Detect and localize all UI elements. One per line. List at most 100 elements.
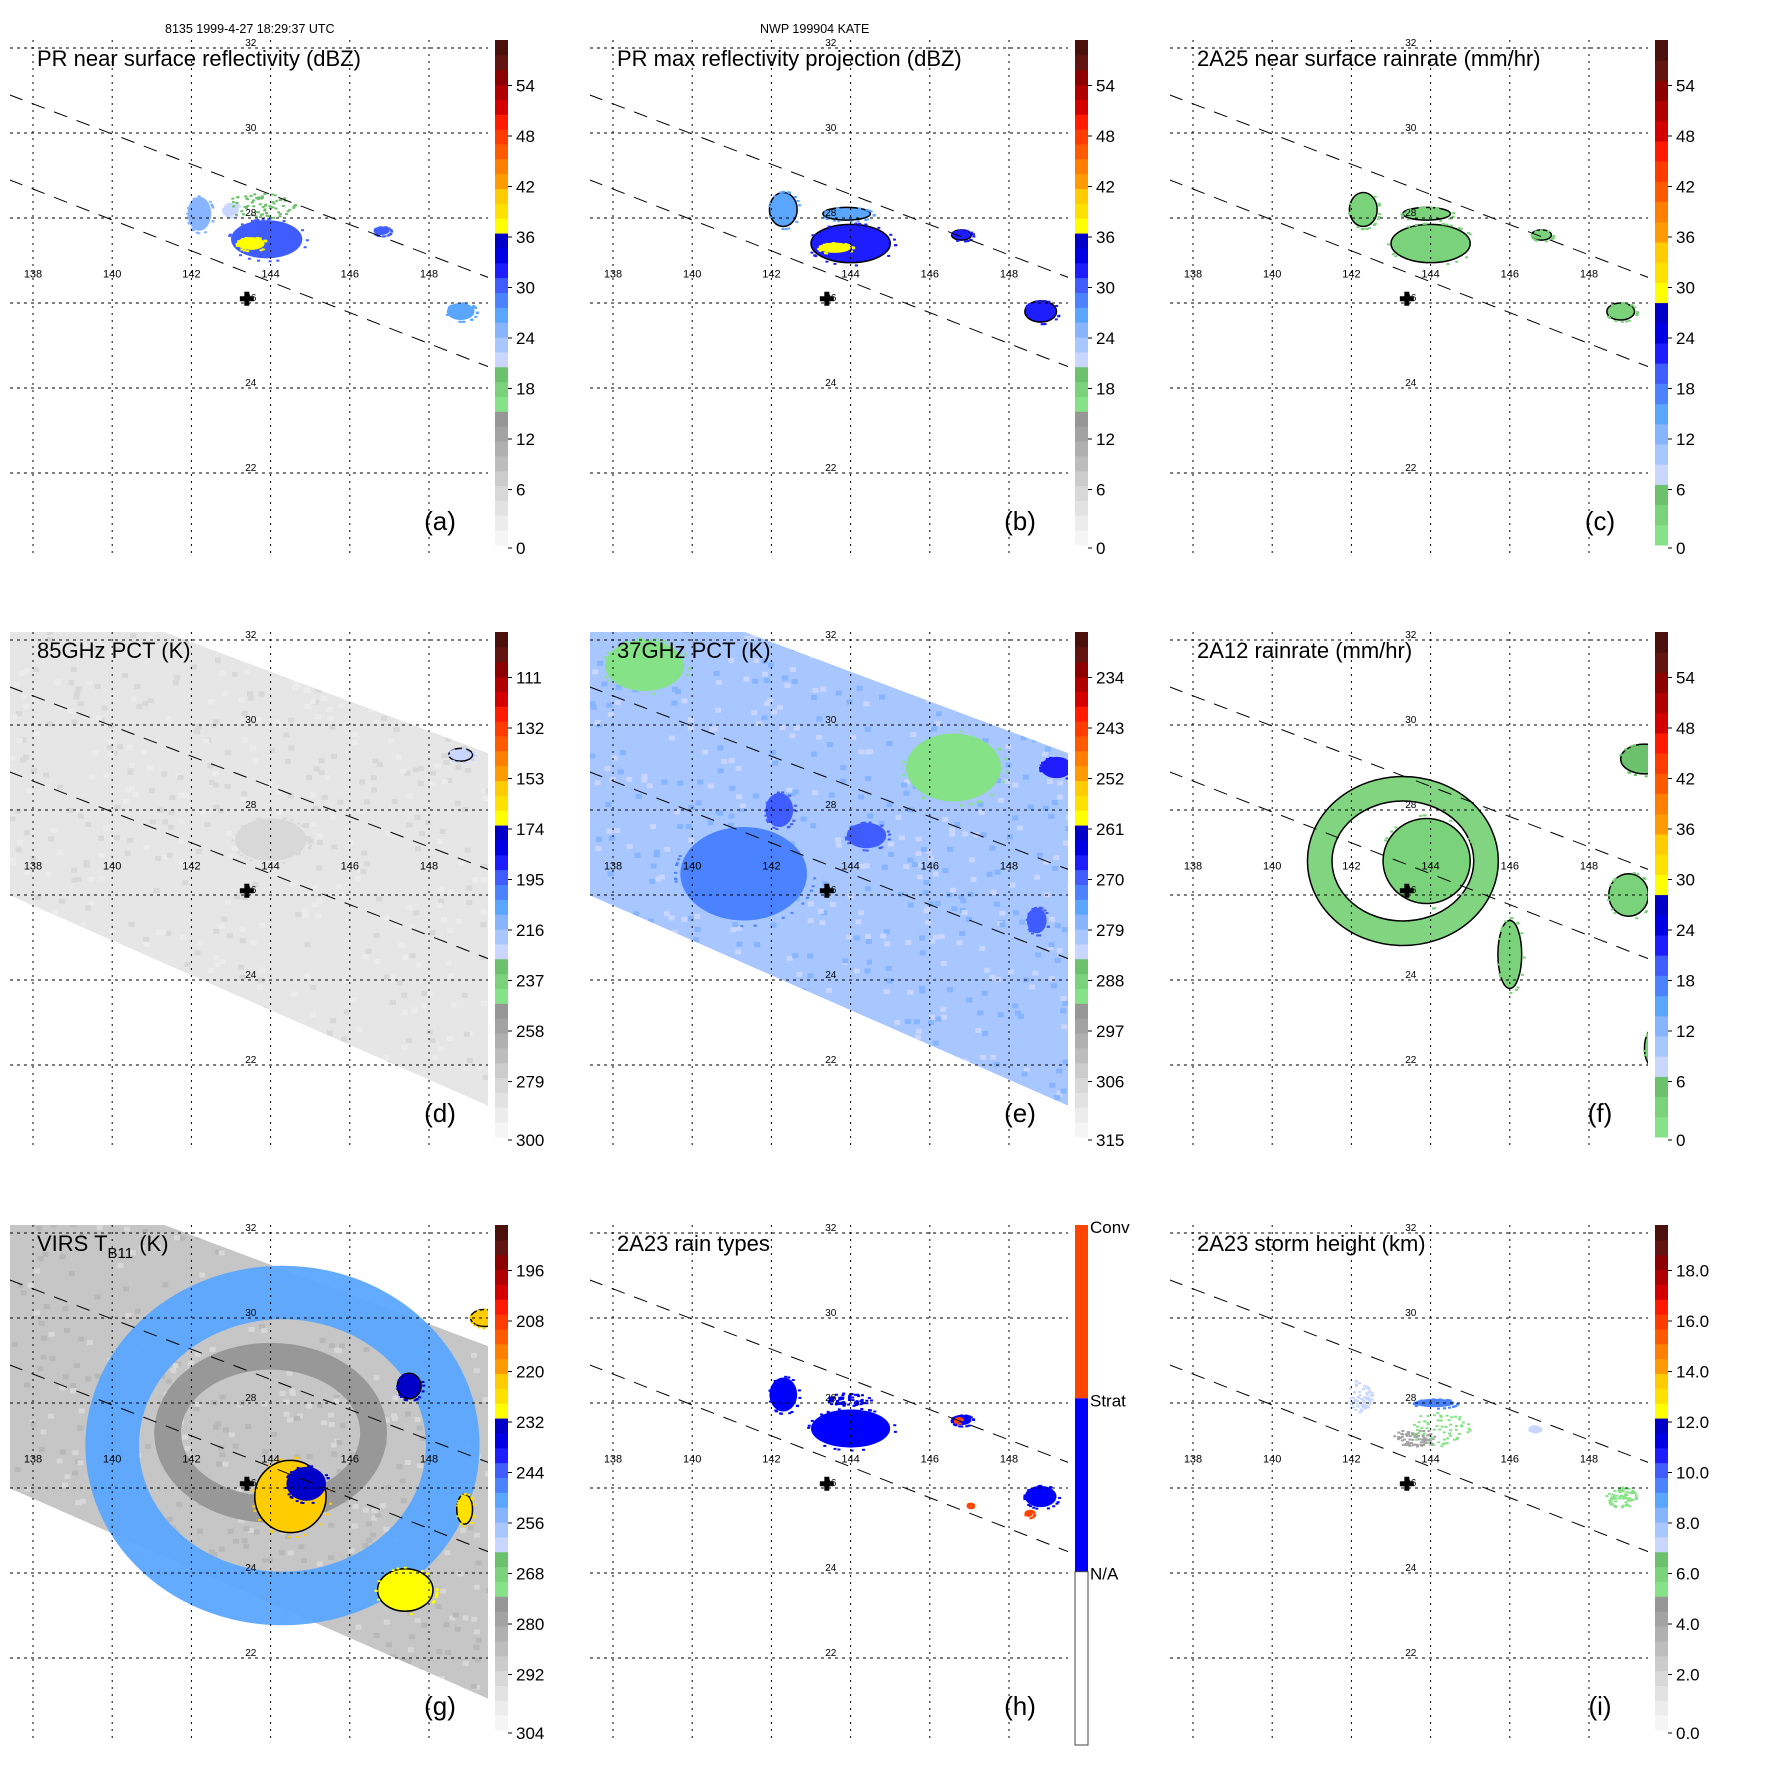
echo-pixel: [1449, 1434, 1453, 1437]
colorbar: 54 48 42 36 30 24 18 12 6 0: [1655, 40, 1695, 558]
lon-tick-label: 138: [1184, 1454, 1202, 1466]
lat-tick-label: 28: [245, 208, 257, 219]
storm-center-cross-icon: [239, 883, 254, 898]
echo-pixel: [811, 885, 815, 888]
echo-pixel: [1041, 761, 1045, 764]
echo-pixel: [1607, 1492, 1611, 1495]
echo-pixel: [1624, 1504, 1628, 1507]
echo-pixel: [851, 1399, 855, 1402]
echo-pixel: [290, 1496, 294, 1499]
echo-pixel: [1025, 918, 1029, 921]
echo-pixel: [1644, 911, 1648, 914]
echo-pixel: [1400, 1432, 1404, 1435]
colorbar-tick-label: 14.0: [1676, 1363, 1709, 1382]
lon-tick-label: 144: [261, 861, 279, 873]
echo-pixel: [268, 1463, 272, 1466]
echo-pixel: [790, 1410, 794, 1413]
colorbar-swatch: [495, 262, 508, 279]
echo-pixel: [957, 1422, 961, 1425]
echo-pixel: [1469, 840, 1473, 843]
echo-pixel: [1632, 744, 1636, 747]
colorbar-swatch: [1075, 1018, 1088, 1034]
echo-pixel: [1401, 1443, 1405, 1446]
lat-tick-label: 32: [245, 1223, 257, 1234]
lat-tick-label: 28: [245, 1393, 257, 1404]
colorbar: Conv Strat N/A: [1074, 1218, 1130, 1746]
lon-tick-label: 142: [1342, 1454, 1360, 1466]
echo-pixel: [276, 259, 280, 262]
echo-region: [187, 196, 212, 231]
colorbar-swatch: [1655, 302, 1668, 324]
echo-pixel: [1650, 1068, 1653, 1070]
echo-pixel: [1634, 1498, 1638, 1501]
colorbar-tick-label: 30: [1676, 279, 1695, 298]
colorbar-swatch: [1655, 403, 1668, 425]
echo-scatter: [231, 192, 298, 219]
panel-title: 2A23 rain types: [617, 1231, 770, 1256]
lon-tick-label: 142: [1342, 269, 1360, 281]
echo-pixel: [1650, 901, 1653, 903]
lon-tick-label: 144: [261, 1454, 279, 1466]
echo-pixel: [1633, 306, 1637, 309]
panel-label: (e): [1004, 1098, 1036, 1128]
echo-pixel: [1406, 218, 1410, 221]
echo-pixel: [1625, 1497, 1629, 1500]
colorbar-swatch: [495, 1536, 508, 1553]
colorbar-tick-label: 6.0: [1676, 1565, 1700, 1584]
echo-pixel: [1041, 323, 1045, 326]
echo-pixel: [788, 191, 792, 194]
echo-pixel: [1417, 1434, 1421, 1437]
echo-pixel: [921, 797, 925, 800]
colorbar-swatch: [495, 1092, 508, 1108]
colorbar-tick-label: 42: [1096, 178, 1115, 197]
lat-tick-label: 24: [1405, 970, 1417, 981]
colorbar-tick-label: 132: [516, 719, 544, 738]
colorbar-swatch: [1655, 1418, 1668, 1434]
colorbar-swatch: [1075, 780, 1088, 796]
echo-pixel: [1377, 202, 1381, 205]
echo-pixel: [951, 233, 955, 236]
echo-pixel: [246, 250, 250, 253]
colorbar-swatch: [1655, 712, 1668, 734]
echo-pixel: [1368, 227, 1372, 230]
echo-pixel: [1426, 1439, 1430, 1442]
echo-pixel: [1451, 215, 1455, 218]
lat-tick-label: 32: [825, 630, 837, 641]
colorbar-tick-label: 36: [516, 228, 535, 247]
colorbar-tick-label: 243: [1096, 719, 1124, 738]
echo-pixel: [300, 824, 304, 827]
echo-pixel: [472, 751, 476, 754]
echo-pixel: [828, 1396, 832, 1399]
echo-pixel: [1368, 1399, 1372, 1402]
echo-pixel: [1608, 1501, 1612, 1504]
echo-pixel: [329, 1502, 333, 1505]
pr-swath-edge: [1170, 94, 1648, 278]
echo-pixel: [1400, 1439, 1404, 1442]
echo-pixel: [1631, 1489, 1635, 1492]
lat-tick-label: 24: [245, 1563, 257, 1574]
echo-pixel: [1427, 1441, 1431, 1444]
colorbar-swatch: [495, 1432, 508, 1449]
echo-pixel: [768, 1389, 772, 1392]
echo-pixel: [1447, 1419, 1451, 1422]
echo-pixel: [788, 1412, 792, 1415]
contour-line: [1331, 800, 1475, 922]
echo-pixel: [1370, 1398, 1374, 1401]
echo-pixel: [1669, 1041, 1672, 1043]
echo-pixel: [236, 196, 240, 199]
echo-pixel: [854, 222, 858, 225]
storm-name-header: NWP 199904 KATE: [760, 22, 870, 36]
echo-pixel: [1536, 1430, 1540, 1433]
echo-pixel: [267, 215, 271, 218]
echo-pixel: [326, 1477, 330, 1480]
echo-pixel: [818, 245, 822, 248]
echo-pixel: [1645, 910, 1648, 913]
echo-pixel: [456, 761, 460, 764]
echo-pixel: [851, 825, 855, 828]
echo-pixel: [1405, 209, 1409, 212]
colorbar-category-label: Strat: [1090, 1391, 1126, 1410]
echo-pixel: [1457, 227, 1461, 230]
echo-pixel: [851, 1396, 855, 1399]
echo-pixel: [252, 205, 256, 208]
echo-pixel: [432, 1600, 436, 1603]
